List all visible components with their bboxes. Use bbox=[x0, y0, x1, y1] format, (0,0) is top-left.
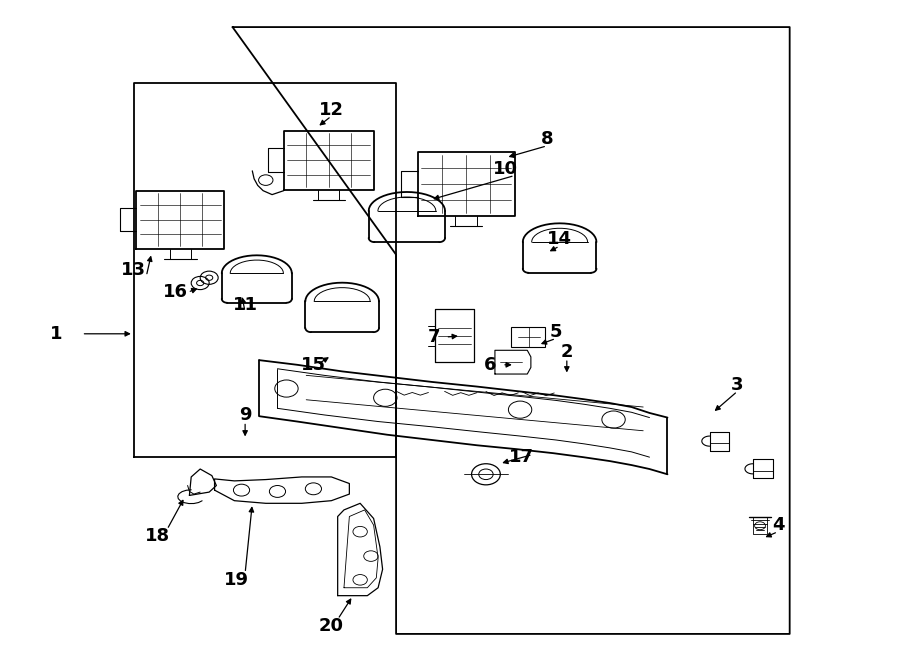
Text: 15: 15 bbox=[301, 356, 326, 374]
Text: 2: 2 bbox=[561, 342, 573, 361]
Text: 14: 14 bbox=[547, 231, 572, 249]
Text: 9: 9 bbox=[238, 406, 251, 424]
Text: 17: 17 bbox=[509, 448, 535, 466]
Text: 18: 18 bbox=[146, 527, 170, 545]
Text: 6: 6 bbox=[484, 356, 497, 374]
Text: 1: 1 bbox=[50, 325, 63, 343]
Text: 13: 13 bbox=[122, 261, 146, 279]
Text: 10: 10 bbox=[493, 160, 518, 178]
Text: 11: 11 bbox=[232, 296, 257, 315]
Text: 20: 20 bbox=[319, 617, 344, 635]
Text: 3: 3 bbox=[732, 375, 743, 393]
Text: 5: 5 bbox=[550, 323, 562, 341]
Text: 7: 7 bbox=[428, 328, 440, 346]
Text: 8: 8 bbox=[541, 130, 554, 148]
Text: 19: 19 bbox=[223, 571, 248, 589]
Text: 16: 16 bbox=[164, 284, 188, 301]
Text: 4: 4 bbox=[771, 516, 784, 534]
Text: 12: 12 bbox=[319, 100, 344, 118]
Bar bbox=[511, 327, 545, 347]
